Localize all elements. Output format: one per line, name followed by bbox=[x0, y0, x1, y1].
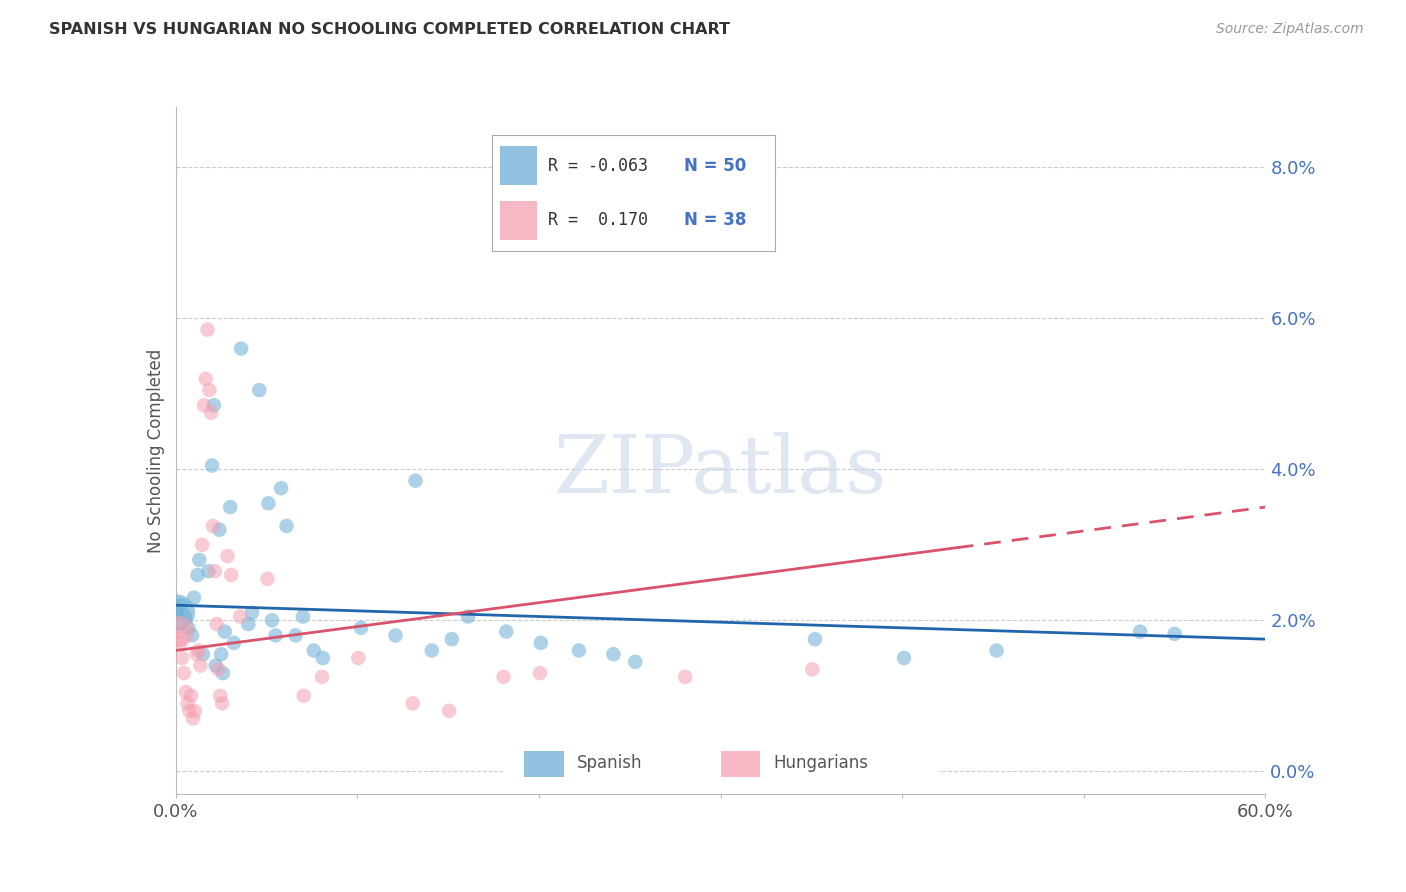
Point bbox=[173, 609, 195, 624]
Text: SPANISH VS HUNGARIAN NO SCHOOLING COMPLETED CORRELATION CHART: SPANISH VS HUNGARIAN NO SCHOOLING COMPLE… bbox=[49, 22, 730, 37]
Point bbox=[801, 662, 824, 676]
Point bbox=[229, 609, 252, 624]
Point bbox=[187, 643, 209, 657]
Point bbox=[347, 651, 370, 665]
Point bbox=[177, 621, 200, 635]
Point bbox=[350, 621, 373, 635]
Point bbox=[209, 689, 232, 703]
Point bbox=[180, 689, 202, 703]
Text: Source: ZipAtlas.com: Source: ZipAtlas.com bbox=[1216, 22, 1364, 37]
Point bbox=[173, 666, 195, 681]
Point bbox=[201, 519, 224, 533]
Point bbox=[440, 632, 463, 647]
Point bbox=[186, 647, 208, 661]
Point bbox=[257, 496, 280, 510]
Point bbox=[264, 628, 287, 642]
Point bbox=[193, 398, 215, 412]
Point bbox=[200, 406, 222, 420]
Point bbox=[181, 711, 204, 725]
Point bbox=[191, 647, 214, 661]
Point bbox=[986, 643, 1008, 657]
Y-axis label: No Schooling Completed: No Schooling Completed bbox=[146, 349, 165, 552]
Point bbox=[568, 643, 591, 657]
Point bbox=[211, 696, 233, 710]
Point bbox=[167, 624, 190, 639]
Point bbox=[602, 647, 624, 661]
Point bbox=[184, 704, 207, 718]
Point bbox=[311, 670, 333, 684]
Point bbox=[276, 519, 298, 533]
Point bbox=[284, 628, 307, 642]
Text: ZIPatlas: ZIPatlas bbox=[554, 432, 887, 510]
Point bbox=[420, 643, 443, 657]
Point bbox=[217, 549, 239, 563]
Point bbox=[204, 564, 226, 578]
Point bbox=[291, 609, 314, 624]
Point bbox=[219, 500, 242, 514]
Point bbox=[492, 670, 515, 684]
Point bbox=[312, 651, 335, 665]
Point bbox=[188, 553, 211, 567]
Point bbox=[166, 606, 188, 620]
Point bbox=[166, 606, 188, 620]
Point bbox=[384, 628, 406, 642]
Point bbox=[202, 398, 225, 412]
Point bbox=[181, 628, 204, 642]
Point bbox=[198, 383, 221, 397]
Point bbox=[214, 624, 236, 639]
Point bbox=[167, 624, 190, 639]
Point bbox=[457, 609, 479, 624]
Point bbox=[624, 655, 647, 669]
Point bbox=[231, 342, 253, 356]
Point bbox=[405, 474, 427, 488]
Point bbox=[197, 323, 219, 337]
Point bbox=[191, 538, 214, 552]
Point bbox=[204, 658, 226, 673]
Point bbox=[495, 624, 517, 639]
Point bbox=[222, 636, 245, 650]
Point bbox=[186, 568, 209, 582]
Point bbox=[207, 662, 229, 676]
Point bbox=[302, 643, 325, 657]
Point bbox=[219, 568, 242, 582]
Point bbox=[212, 666, 235, 681]
Point bbox=[260, 613, 283, 627]
Point bbox=[1163, 627, 1185, 641]
Point bbox=[174, 685, 197, 699]
Point bbox=[169, 636, 191, 650]
Point bbox=[676, 745, 699, 759]
Point bbox=[201, 458, 224, 473]
Point bbox=[893, 651, 915, 665]
Point bbox=[1129, 624, 1152, 639]
Point bbox=[402, 696, 425, 710]
Point bbox=[179, 704, 201, 718]
Point bbox=[208, 523, 231, 537]
Point bbox=[238, 617, 260, 632]
Point bbox=[170, 598, 193, 612]
Point bbox=[205, 617, 228, 632]
Point bbox=[256, 572, 278, 586]
Point bbox=[240, 606, 263, 620]
Point bbox=[673, 670, 696, 684]
Point bbox=[172, 651, 194, 665]
Point bbox=[197, 564, 219, 578]
Point bbox=[183, 591, 205, 605]
Point bbox=[711, 749, 734, 764]
Point bbox=[804, 632, 827, 647]
Point bbox=[529, 666, 551, 681]
Point bbox=[270, 481, 292, 495]
Point bbox=[247, 383, 270, 397]
Point bbox=[188, 658, 211, 673]
Point bbox=[176, 696, 198, 710]
Point bbox=[437, 704, 460, 718]
Point bbox=[194, 372, 217, 386]
Point bbox=[292, 689, 315, 703]
Point bbox=[530, 636, 553, 650]
Point bbox=[209, 647, 232, 661]
